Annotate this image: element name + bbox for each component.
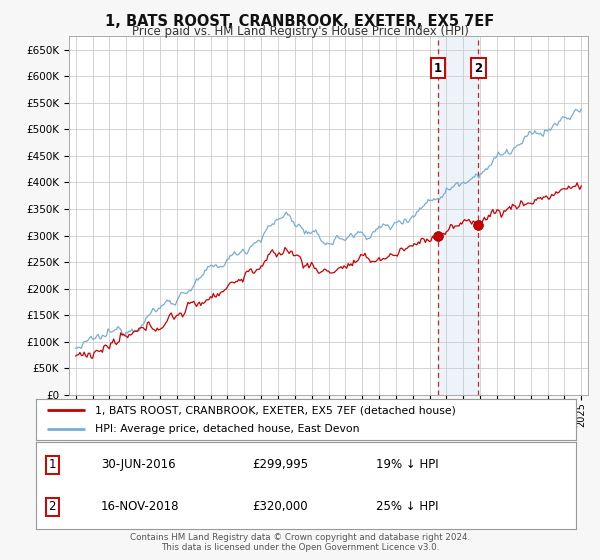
Text: HPI: Average price, detached house, East Devon: HPI: Average price, detached house, East… <box>95 424 360 433</box>
Point <box>433 231 443 240</box>
Text: £320,000: £320,000 <box>252 500 308 513</box>
Text: 1, BATS ROOST, CRANBROOK, EXETER, EX5 7EF (detached house): 1, BATS ROOST, CRANBROOK, EXETER, EX5 7E… <box>95 405 456 415</box>
Text: 1, BATS ROOST, CRANBROOK, EXETER, EX5 7EF: 1, BATS ROOST, CRANBROOK, EXETER, EX5 7E… <box>106 14 494 29</box>
Point <box>473 221 483 230</box>
Text: 16-NOV-2018: 16-NOV-2018 <box>101 500 179 513</box>
Text: This data is licensed under the Open Government Licence v3.0.: This data is licensed under the Open Gov… <box>161 543 439 552</box>
Text: £299,995: £299,995 <box>252 459 308 472</box>
Text: Contains HM Land Registry data © Crown copyright and database right 2024.: Contains HM Land Registry data © Crown c… <box>130 533 470 542</box>
Text: 1: 1 <box>434 62 442 74</box>
Text: 2: 2 <box>474 62 482 74</box>
Text: 25% ↓ HPI: 25% ↓ HPI <box>376 500 439 513</box>
Text: Price paid vs. HM Land Registry's House Price Index (HPI): Price paid vs. HM Land Registry's House … <box>131 25 469 38</box>
Text: 1: 1 <box>49 459 56 472</box>
Text: 2: 2 <box>49 500 56 513</box>
Bar <box>438 36 478 395</box>
Text: 19% ↓ HPI: 19% ↓ HPI <box>376 459 439 472</box>
Text: 30-JUN-2016: 30-JUN-2016 <box>101 459 175 472</box>
